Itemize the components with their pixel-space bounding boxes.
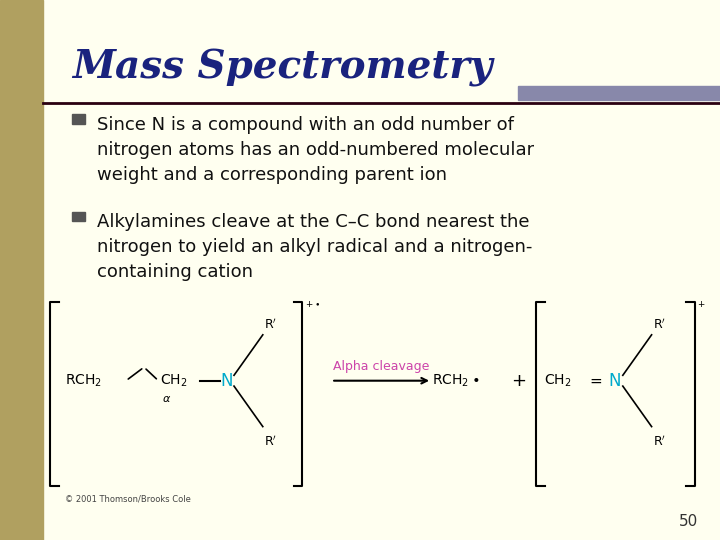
Text: $\alpha$: $\alpha$ xyxy=(162,394,171,404)
Bar xyxy=(72,114,85,124)
Text: Alpha cleavage: Alpha cleavage xyxy=(333,360,430,373)
Text: $^{+\bullet}$: $^{+\bullet}$ xyxy=(305,300,320,313)
Bar xyxy=(72,212,85,221)
Text: $=$: $=$ xyxy=(587,373,603,388)
Text: $\mathrm{R'}$: $\mathrm{R'}$ xyxy=(264,435,277,449)
Text: 50: 50 xyxy=(679,514,698,529)
Text: Mass Spectrometry: Mass Spectrometry xyxy=(72,49,492,86)
Text: $\mathrm{R'}$: $\mathrm{R'}$ xyxy=(653,435,666,449)
Text: $\mathrm{N}$: $\mathrm{N}$ xyxy=(608,372,621,390)
Text: $\mathrm{N}$: $\mathrm{N}$ xyxy=(220,372,233,390)
Text: Since N is a compound with an odd number of
nitrogen atoms has an odd-numbered m: Since N is a compound with an odd number… xyxy=(97,116,534,184)
Text: © 2001 Thomson/Brooks Cole: © 2001 Thomson/Brooks Cole xyxy=(65,494,191,503)
Text: $\mathrm{R'}$: $\mathrm{R'}$ xyxy=(653,318,666,332)
Text: Alkylamines cleave at the C–C bond nearest the
nitrogen to yield an alkyl radica: Alkylamines cleave at the C–C bond neare… xyxy=(97,213,533,281)
Bar xyxy=(0,0,43,540)
Text: $\mathrm{CH_2}$: $\mathrm{CH_2}$ xyxy=(544,373,571,389)
Text: $\mathrm{R'}$: $\mathrm{R'}$ xyxy=(264,318,277,332)
Text: $\mathrm{RCH_2\bullet}$: $\mathrm{RCH_2\bullet}$ xyxy=(432,373,480,389)
Text: $^+$: $^+$ xyxy=(696,300,706,313)
Text: $+$: $+$ xyxy=(511,372,526,390)
Bar xyxy=(518,86,720,100)
Text: $\mathrm{RCH_2}$: $\mathrm{RCH_2}$ xyxy=(65,373,102,389)
Text: $\mathrm{CH_2}$: $\mathrm{CH_2}$ xyxy=(160,373,187,389)
